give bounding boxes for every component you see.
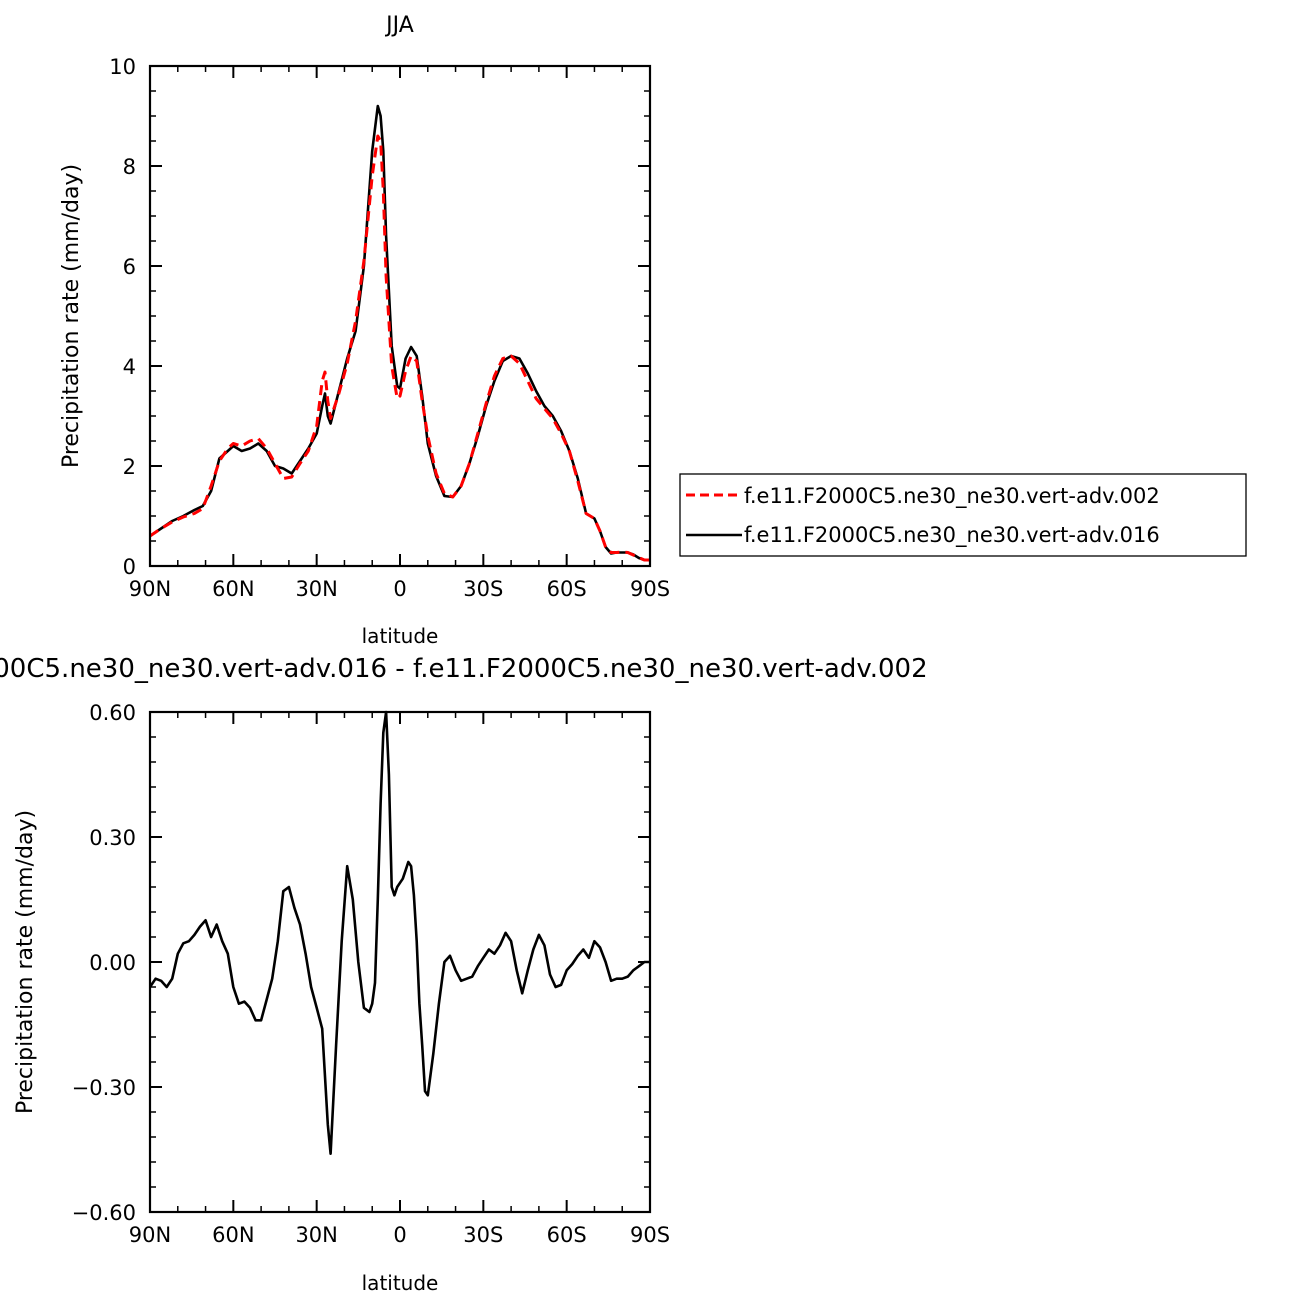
bottom-x-tick-label: 90N (129, 1223, 171, 1247)
bottom-series-line-1 (148, 710, 650, 1155)
top-y-tick-label: 10 (109, 55, 136, 79)
bottom-x-tick-label: 90S (630, 1223, 670, 1247)
top-y-tick-label: 4 (123, 355, 136, 379)
top-chart-title: JJA (384, 13, 414, 38)
bottom-x-tick-label: 30S (463, 1223, 503, 1247)
bottom-x-tick-label: 0 (393, 1223, 406, 1247)
top-series-line-2 (149, 104, 650, 562)
top-x-tick-label: 60S (547, 577, 587, 601)
bottom-series-group (148, 710, 650, 1155)
bottom-tick-labels: 90N 60N 30N 0 30S 60S 90S −0.60 −0.30 0.00 0.30 0.6… (72, 701, 670, 1247)
top-y-tick-label: 0 (123, 555, 136, 579)
bottom-y-tick-label: 0.00 (89, 951, 136, 975)
top-series-line-1 (149, 134, 650, 562)
top-tick-labels: 90N 60N 30N 0 30S 60S 90S 0 2 4 6 8 10 (109, 55, 670, 601)
top-x-tick-label: 30N (295, 577, 337, 601)
top-plot-frame (148, 64, 652, 568)
bottom-plot-frame (148, 710, 652, 1214)
bottom-chart-panel: f.e11.F2000C5.ne30_ne30.vert-adv.016 - f… (0, 654, 928, 1295)
bottom-y-tick-label: 0.30 (89, 826, 136, 850)
top-series-group (149, 104, 650, 562)
top-y-tick-label: 6 (123, 255, 136, 279)
legend: f.e11.F2000C5.ne30_ne30.vert-adv.002 f.e… (679, 473, 1247, 557)
top-x-tick-label: 90N (129, 577, 171, 601)
legend-box (679, 473, 1247, 557)
bottom-y-tick-label: −0.60 (72, 1201, 136, 1225)
top-axis-ticks (149, 65, 651, 567)
top-y-tick-label: 2 (123, 455, 136, 479)
legend-label-series-1: f.e11.F2000C5.ne30_ne30.vert-adv.002 (744, 484, 1160, 509)
top-y-tick-label: 8 (123, 155, 136, 179)
top-y-axis-label: Precipitation rate (mm/day) (59, 164, 84, 468)
top-x-tick-label: 30S (463, 577, 503, 601)
legend-label-series-2: f.e11.F2000C5.ne30_ne30.vert-adv.016 (744, 523, 1160, 548)
bottom-y-tick-label: −0.30 (72, 1076, 136, 1100)
top-x-tick-label: 90S (630, 577, 670, 601)
top-x-axis-label: latitude (362, 624, 439, 648)
bottom-y-tick-label: 0.60 (89, 701, 136, 725)
bottom-x-tick-label: 30N (295, 1223, 337, 1247)
bottom-x-tick-label: 60N (212, 1223, 254, 1247)
bottom-y-axis-label: Precipitation rate (mm/day) (13, 810, 38, 1114)
top-x-tick-label: 0 (393, 577, 406, 601)
bottom-chart-title: f.e11.F2000C5.ne30_ne30.vert-adv.016 - f… (0, 654, 928, 684)
top-x-tick-label: 60N (212, 577, 254, 601)
bottom-x-axis-label: latitude (362, 1271, 439, 1295)
bottom-x-tick-label: 60S (547, 1223, 587, 1247)
